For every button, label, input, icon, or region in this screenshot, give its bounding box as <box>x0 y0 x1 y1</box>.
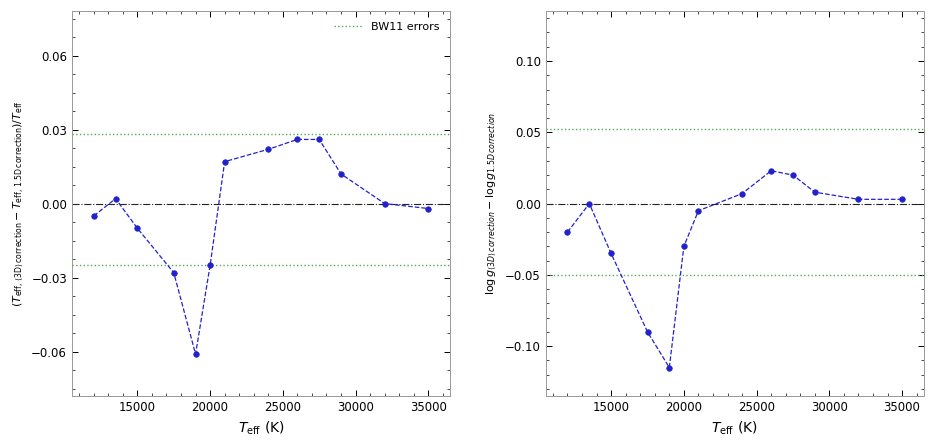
X-axis label: $T_{\rm eff}$ (K): $T_{\rm eff}$ (K) <box>237 419 284 437</box>
Y-axis label: $(T_{\rm eff,\, \langle 3D\rangle\, correction} - T_{\rm eff,\, 1.5D\, correctio: $(T_{\rm eff,\, \langle 3D\rangle\, corr… <box>11 100 25 307</box>
X-axis label: $T_{\rm eff}$ (K): $T_{\rm eff}$ (K) <box>712 419 758 437</box>
Legend: BW11 errors: BW11 errors <box>328 17 444 38</box>
Y-axis label: $\log g_{\langle 3D\rangle\, correction} - \log g_{1.5D\, correction}$: $\log g_{\langle 3D\rangle\, correction}… <box>485 112 499 295</box>
